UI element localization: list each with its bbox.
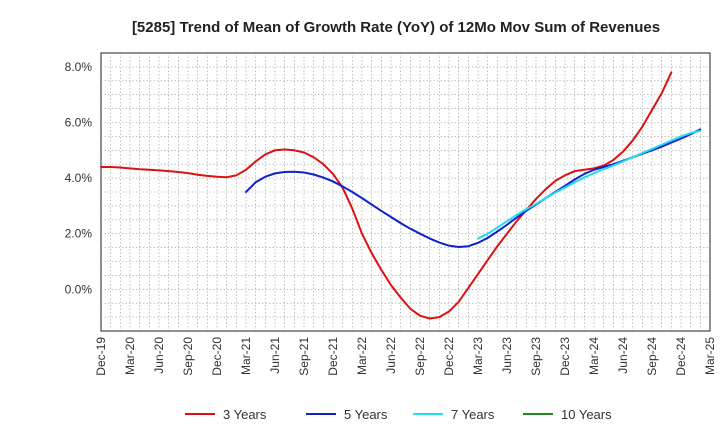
- x-axis-ticks: Dec-19 Mar-20 Jun-20 Sep-20 Dec-20 Mar-21 Jun-…: [94, 337, 717, 376]
- x-tick-label: Mar-23: [471, 337, 485, 375]
- y-tick-label: 8.0%: [65, 60, 93, 74]
- x-tick-label: Mar-24: [587, 337, 601, 375]
- x-tick-label: Sep-20: [181, 337, 195, 376]
- x-tick-label: Jun-21: [268, 337, 282, 374]
- y-tick-label: 2.0%: [65, 227, 93, 241]
- series-line-7-years: [477, 129, 702, 240]
- y-tick-label: 6.0%: [65, 116, 93, 130]
- x-tick-label: Jun-20: [152, 337, 166, 374]
- x-tick-label: Dec-19: [94, 337, 108, 376]
- x-tick-label: Dec-23: [558, 337, 572, 376]
- x-tick-label: Mar-21: [239, 337, 253, 375]
- x-tick-label: Mar-22: [355, 337, 369, 375]
- x-tick-label: Dec-20: [210, 337, 224, 376]
- x-tick-label: Jun-24: [616, 337, 630, 374]
- x-tick-label: Mar-25: [703, 337, 717, 375]
- series-lines: [100, 71, 702, 320]
- x-tick-label: Sep-22: [413, 337, 427, 376]
- x-tick-label: Jun-23: [500, 337, 514, 374]
- series-line-3-years: [100, 71, 673, 320]
- grid: [101, 53, 710, 331]
- x-tick-label: Mar-20: [123, 337, 137, 375]
- chart-title: [5285] Trend of Mean of Growth Rate (YoY…: [132, 19, 660, 36]
- legend-label: 7 Years: [451, 407, 495, 422]
- y-axis-ticks: 0.0% 2.0% 4.0% 6.0% 8.0%: [65, 60, 93, 296]
- x-tick-label: Dec-24: [674, 337, 688, 376]
- legend-label: 3 Years: [223, 407, 267, 422]
- x-tick-label: Sep-23: [529, 337, 543, 376]
- x-tick-label: Dec-21: [326, 337, 340, 376]
- x-tick-label: Sep-24: [645, 337, 659, 376]
- legend: 3 Years 5 Years 7 Years 10 Years: [185, 407, 612, 422]
- y-tick-label: 4.0%: [65, 171, 93, 185]
- legend-label: 5 Years: [344, 407, 388, 422]
- y-tick-label: 0.0%: [65, 282, 93, 296]
- legend-label: 10 Years: [561, 407, 612, 422]
- x-tick-label: Dec-22: [442, 337, 456, 376]
- x-tick-label: Sep-21: [297, 337, 311, 376]
- x-tick-label: Jun-22: [384, 337, 398, 374]
